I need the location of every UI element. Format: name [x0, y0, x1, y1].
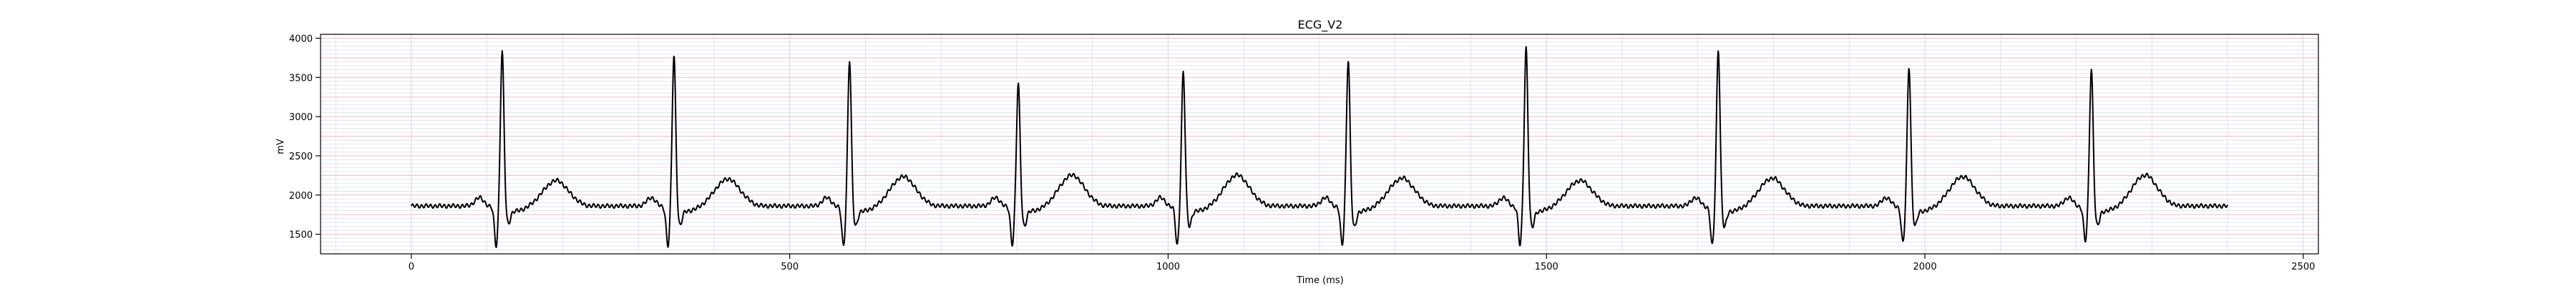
y-tick-label: 3000 [289, 112, 313, 123]
chart-title: ECG_V2 [1298, 18, 1343, 32]
y-tick-label: 2500 [289, 152, 313, 162]
y-tick-label: 1500 [289, 230, 313, 241]
x-axis-label: Time (ms) [1296, 275, 1344, 286]
x-tick-label: 2000 [1913, 262, 1937, 272]
y-tick-label: 2000 [289, 191, 313, 202]
plot-frame [320, 34, 2319, 255]
axes: 0 500 1000 1500 2000 2500 1500 2000 2500 3000 3500… [289, 34, 2319, 272]
y-tick-label: 3500 [289, 73, 313, 84]
x-tick-label: 1000 [1156, 262, 1180, 272]
x-tick-label: 500 [781, 262, 799, 272]
x-tick-label: 2500 [2291, 262, 2315, 272]
x-tick-label: 0 [409, 262, 414, 272]
y-tick-label: 4000 [289, 34, 313, 44]
ecg-trace [410, 46, 2229, 248]
grid [321, 34, 2318, 254]
x-tick-label: 1500 [1535, 262, 1558, 272]
ecg-line [410, 46, 2229, 248]
y-axis-label: mV [275, 139, 286, 154]
